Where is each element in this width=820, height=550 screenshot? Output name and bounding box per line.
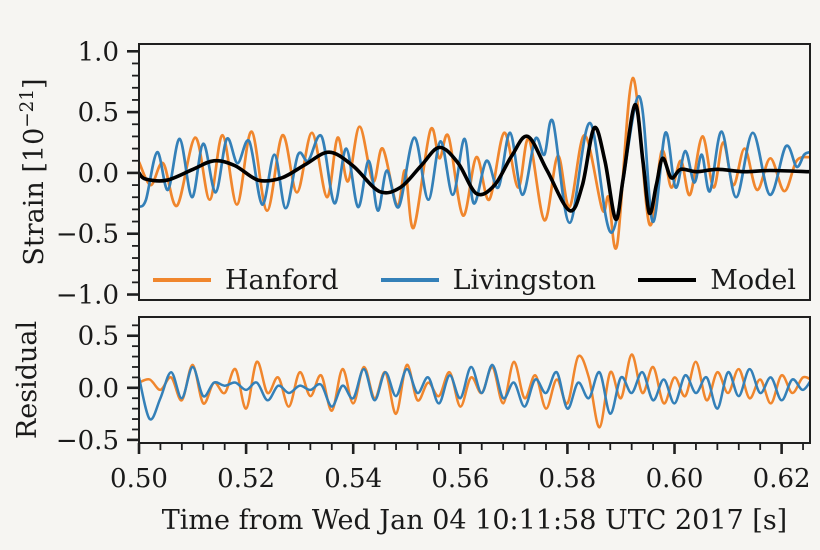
legend-label-model: Model [710,264,796,296]
strain-panel: 1.0 0.5 0.0 −0.5 −1.0 [56,37,811,311]
series-strain-model [139,102,810,221]
y-tick-label: 0.5 [78,98,119,128]
x-tick-label: 0.52 [217,464,275,494]
series-residual-hanford [139,353,810,429]
x-axis-label: Time from Wed Jan 04 10:11:58 UTC 2017 [… [161,505,788,536]
model-line-swatch [638,278,697,282]
y-tick-label: 0.5 [78,322,119,352]
x-tick-label: 0.56 [431,464,489,494]
residual-y-axis-label: Residual [12,320,43,440]
residual-panel: 0.5 0.0 −0.5 0.50 0.52 0.54 0.56 0.58 0.60 0.62 [56,316,811,494]
legend-item-hanford: Hanford [153,265,338,296]
y-tick-label: −1.0 [56,281,119,311]
hanford-line-swatch [153,278,211,282]
series-strain-livingston [139,94,810,234]
strain-y-axis-label: Strain [10−21] [17,78,50,266]
legend-label-hanford: Hanford [225,264,339,296]
x-tick-label: 0.54 [324,464,382,494]
x-tick-label: 0.58 [538,464,596,494]
residual-spines [138,316,811,444]
series-residual-livingston [139,363,810,421]
legend-item-livingston: Livingston [380,264,597,296]
livingston-line-swatch [380,278,439,282]
legend-label-livingston: Livingston [452,264,597,296]
legend: Hanford Livingston Model [139,262,810,298]
y-tick-label: 0.0 [78,159,119,189]
y-tick-label: 0.0 [78,374,119,404]
y-tick-label: −0.5 [56,426,119,456]
x-tick-label: 0.60 [646,464,704,494]
strain-exponent: −21 [17,88,38,128]
x-tick-label: 0.62 [753,464,811,494]
y-tick-label: 1.0 [78,37,119,67]
y-tick-label: −0.5 [56,220,119,250]
x-tick-label: 0.50 [110,464,168,494]
legend-item-model: Model [638,265,796,296]
